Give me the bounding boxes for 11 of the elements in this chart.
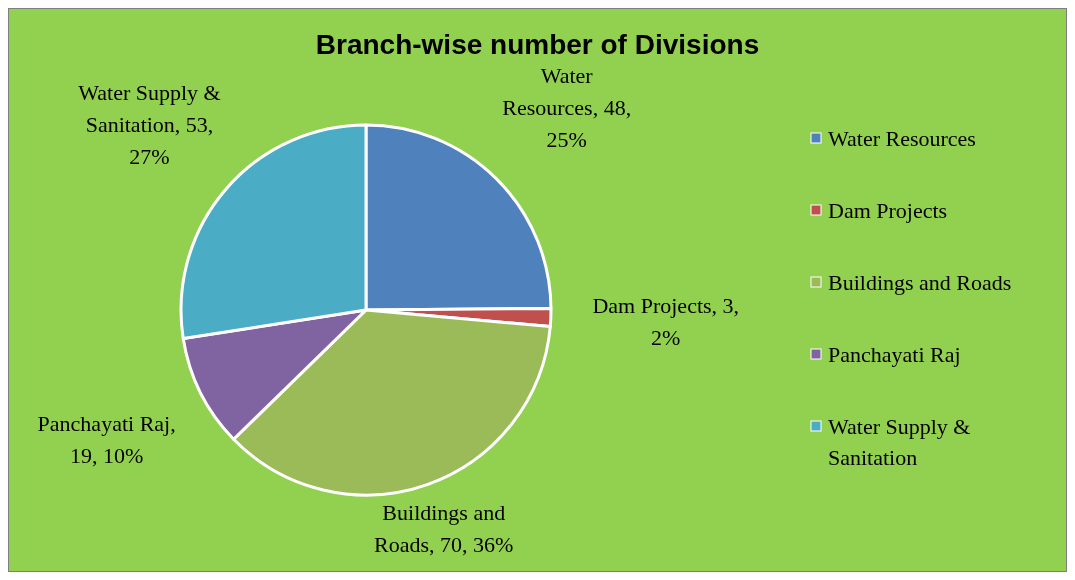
data-label: Water Resources, 48, 25%: [502, 62, 632, 152]
legend-label: Water Resources: [828, 126, 976, 151]
legend-label: Water Supply & Sanitation: [828, 414, 971, 470]
data-label: Panchayati Raj, 19, 10%: [37, 410, 176, 468]
chart-title: Branch-wise number of Divisions: [315, 29, 760, 60]
legend-label: Panchayati Raj: [828, 342, 961, 367]
data-label: Dam Projects, 3, 2%: [592, 293, 740, 351]
data-label: Buildings and Roads, 70, 36%: [374, 499, 514, 557]
legend-label: Dam Projects: [828, 198, 948, 223]
legend-label: Buildings and Roads: [828, 270, 1012, 295]
data-label: Water Supply & Sanitation, 53, 27%: [78, 79, 221, 169]
